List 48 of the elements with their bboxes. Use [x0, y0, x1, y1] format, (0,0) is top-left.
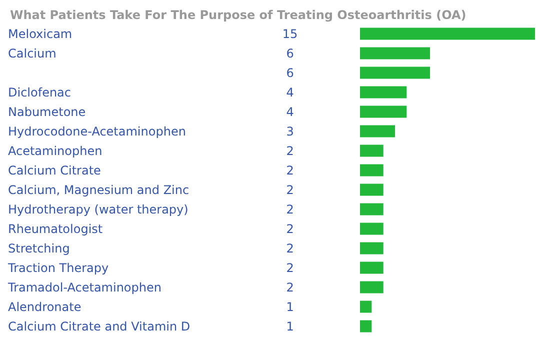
bar [360, 262, 384, 274]
y-tick-label: Diclofenac [8, 85, 72, 100]
bar [360, 125, 395, 138]
y-tick-label: Stretching [8, 241, 70, 256]
y-tick-label: Alendronate [8, 300, 82, 314]
data-label: 2 [286, 260, 294, 275]
y-tick-label: Acetaminophen [8, 144, 102, 158]
data-label: 6 [286, 66, 294, 80]
y-tick-label: Calcium, Magnesium and Zinc [8, 182, 190, 197]
data-label: 2 [286, 280, 294, 294]
data-label: 2 [286, 241, 294, 256]
data-label: 1 [286, 319, 294, 334]
y-tick-label: Meloxicam [8, 26, 72, 41]
y-tick-label: Rheumatologist [8, 222, 103, 236]
y-tick-label: Traction Therapy [7, 260, 109, 275]
data-label: 6 [286, 46, 294, 60]
bar [360, 184, 384, 196]
data-label: 2 [286, 163, 294, 178]
y-tick-label: Hydrocodone-Acetaminophen [8, 124, 186, 138]
data-label: 3 [286, 124, 294, 138]
bar [360, 203, 384, 216]
data-label: 4 [286, 85, 294, 100]
y-tick-label: Nabumetone [8, 104, 86, 119]
data-label: 2 [286, 222, 294, 236]
data-label: 15 [282, 26, 298, 41]
data-label: 1 [286, 300, 294, 314]
text: What Patients Take For The Purpose of Treating Osteoarthritis (OA) [10, 8, 466, 22]
y-tick-label: Hydrotherapy (water therapy) [8, 202, 188, 216]
bar [360, 28, 535, 40]
data-label: 2 [286, 182, 294, 197]
bar [360, 106, 407, 118]
bar [360, 320, 372, 332]
bar [360, 242, 384, 254]
data-label: 2 [286, 144, 294, 158]
bar [360, 164, 384, 176]
data-label: 4 [286, 104, 294, 119]
bar [360, 47, 430, 60]
bar [360, 300, 372, 313]
y-tick-label: Tramadol-Acetaminophen [7, 280, 162, 294]
data-label: 2 [286, 202, 294, 216]
bar [360, 66, 430, 79]
bar [360, 222, 384, 235]
y-tick-label: Calcium Citrate and Vitamin D [8, 319, 190, 334]
bar [360, 144, 384, 157]
y-tick-label: Calcium [8, 46, 56, 60]
bar [360, 86, 407, 98]
bar [360, 281, 384, 294]
y-tick-label: Calcium Citrate [8, 163, 101, 178]
